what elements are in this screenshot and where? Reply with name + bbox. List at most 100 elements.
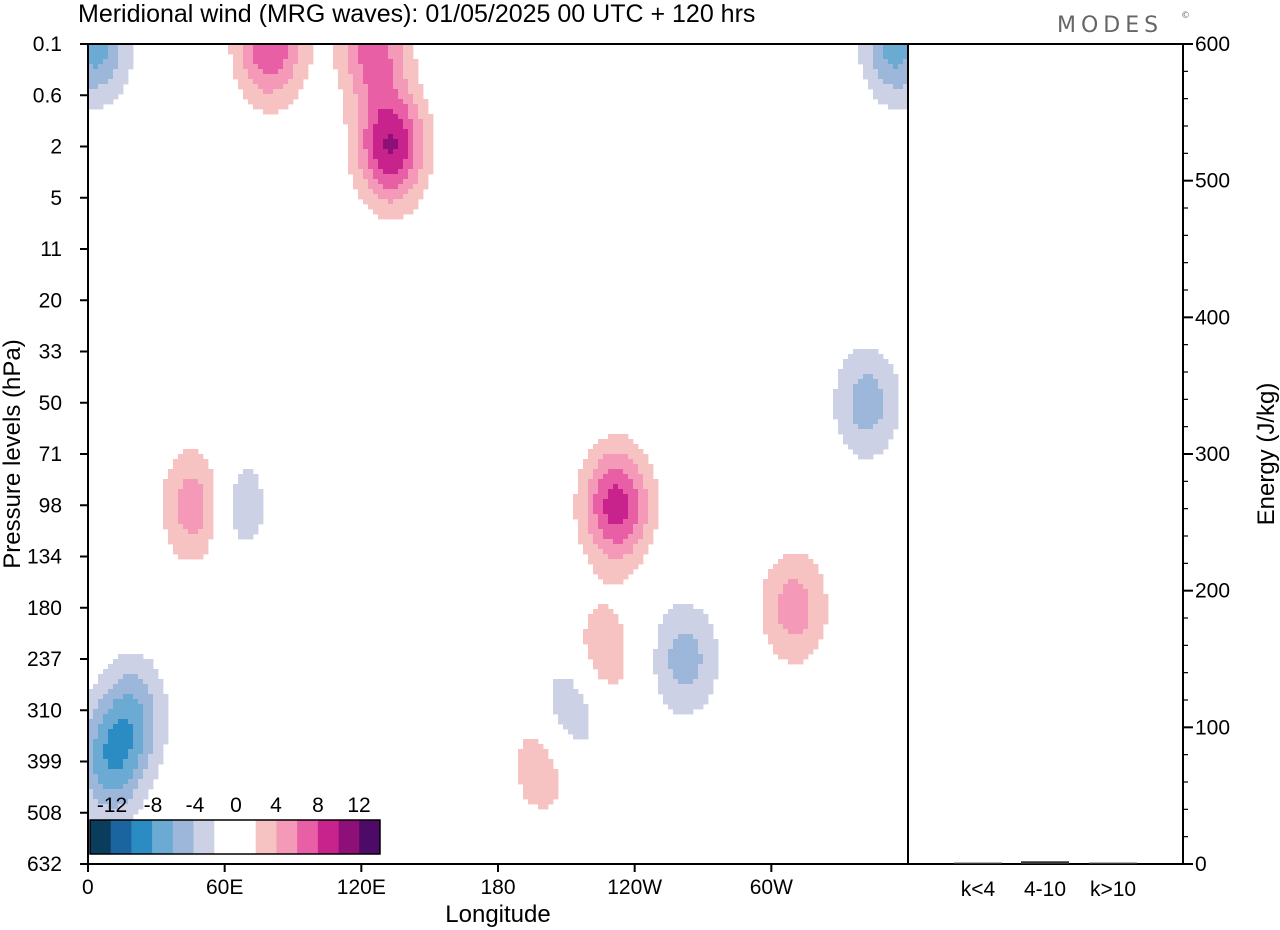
- heatmap-cell: [613, 469, 619, 475]
- heatmap-cell: [98, 679, 104, 685]
- heatmap-cell: [638, 559, 644, 565]
- heatmap-cell: [158, 749, 164, 755]
- heatmap-cell: [133, 749, 139, 755]
- heatmap-cell: [893, 409, 899, 415]
- heatmap-cell: [818, 589, 824, 595]
- heatmap-cell: [403, 179, 409, 185]
- heatmap-cell: [193, 554, 199, 560]
- heatmap-cell: [528, 764, 534, 770]
- heatmap-cell: [613, 529, 619, 535]
- heatmap-cell: [93, 779, 99, 785]
- heatmap-cell: [788, 654, 794, 660]
- heatmap-cell: [168, 484, 174, 490]
- heatmap-cell: [148, 684, 154, 690]
- heatmap-cell: [588, 644, 594, 650]
- heatmap-cell: [538, 754, 544, 760]
- heatmap-cell: [603, 604, 609, 610]
- heatmap-cell: [573, 499, 579, 505]
- heatmap-cell: [178, 504, 184, 510]
- heatmap-cell: [203, 464, 209, 470]
- heatmap-cell: [123, 744, 129, 750]
- heatmap-cell: [188, 514, 194, 520]
- heatmap-cell: [538, 804, 544, 810]
- heatmap-cell: [888, 74, 894, 80]
- heatmap-cell: [403, 114, 409, 120]
- heatmap-cell: [578, 469, 584, 475]
- heatmap-cell: [113, 809, 119, 815]
- heatmap-cell: [603, 639, 609, 645]
- heatmap-cell: [98, 694, 104, 700]
- heatmap-cell: [608, 664, 614, 670]
- heatmap-cell: [298, 44, 304, 50]
- heatmap-cell: [873, 89, 879, 95]
- heatmap-cell: [198, 549, 204, 555]
- heatmap-cell: [278, 89, 284, 95]
- heatmap-cell: [578, 489, 584, 495]
- heatmap-cell: [168, 539, 174, 545]
- heatmap-cell: [413, 199, 419, 205]
- heatmap-cell: [858, 49, 864, 55]
- heatmap-cell: [288, 94, 294, 100]
- heatmap-cell: [803, 554, 809, 560]
- heatmap-cell: [808, 569, 814, 575]
- heatmap-cell: [378, 189, 384, 195]
- heatmap-cell: [678, 694, 684, 700]
- heatmap-cell: [373, 109, 379, 115]
- heatmap-cell: [253, 89, 259, 95]
- heatmap-cell: [418, 119, 424, 125]
- heatmap-cell: [403, 99, 409, 105]
- heatmap-cell: [118, 709, 124, 715]
- heatmap-cell: [288, 99, 294, 105]
- heatmap-cell: [268, 54, 274, 60]
- heatmap-cell: [678, 649, 684, 655]
- heatmap-cell: [408, 114, 414, 120]
- heatmap-cell: [188, 534, 194, 540]
- heatmap-cell: [853, 434, 859, 440]
- heatmap-cell: [628, 494, 634, 500]
- heatmap-cell: [693, 664, 699, 670]
- heatmap-cell: [263, 44, 269, 50]
- heatmap-cell: [673, 694, 679, 700]
- heatmap-cell: [608, 479, 614, 485]
- heatmap-cell: [203, 469, 209, 475]
- heatmap-cell: [278, 84, 284, 90]
- heatmap-cell: [123, 739, 129, 745]
- heatmap-cell: [418, 144, 424, 150]
- heatmap-cell: [118, 794, 124, 800]
- heatmap-cell: [603, 439, 609, 445]
- heatmap-cell: [158, 759, 164, 765]
- heatmap-cell: [263, 104, 269, 110]
- heatmap-cell: [613, 494, 619, 500]
- heatmap-cell: [523, 774, 529, 780]
- heatmap-cell: [148, 749, 154, 755]
- heatmap-cell: [713, 669, 719, 675]
- heatmap-cell: [143, 689, 149, 695]
- heatmap-cell: [603, 624, 609, 630]
- heatmap-cell: [383, 189, 389, 195]
- heatmap-cell: [518, 759, 524, 765]
- heatmap-cell: [808, 649, 814, 655]
- heatmap-cell: [858, 434, 864, 440]
- heatmap-cell: [108, 684, 114, 690]
- heatmap-cell: [98, 89, 104, 95]
- heatmap-cell: [358, 179, 364, 185]
- y-tick-label: 310: [27, 699, 62, 722]
- heatmap-cell: [863, 399, 869, 405]
- heatmap-cell: [258, 499, 264, 505]
- heatmap-cell: [123, 54, 129, 60]
- heatmap-cell: [768, 639, 774, 645]
- heatmap-cell: [258, 494, 264, 500]
- chart-title: Meridional wind (MRG waves): 01/05/2025 …: [78, 0, 755, 28]
- heatmap-cell: [183, 464, 189, 470]
- heatmap-cell: [883, 74, 889, 80]
- heatmap-cell: [248, 99, 254, 105]
- heatmap-cell: [538, 779, 544, 785]
- heatmap-cell: [133, 739, 139, 745]
- heatmap-cell: [858, 449, 864, 455]
- heatmap-cell: [103, 744, 109, 750]
- heatmap-cell: [203, 534, 209, 540]
- heatmap-cell: [403, 154, 409, 160]
- heatmap-cell: [113, 684, 119, 690]
- heatmap-cell: [623, 499, 629, 505]
- heatmap-cell: [133, 719, 139, 725]
